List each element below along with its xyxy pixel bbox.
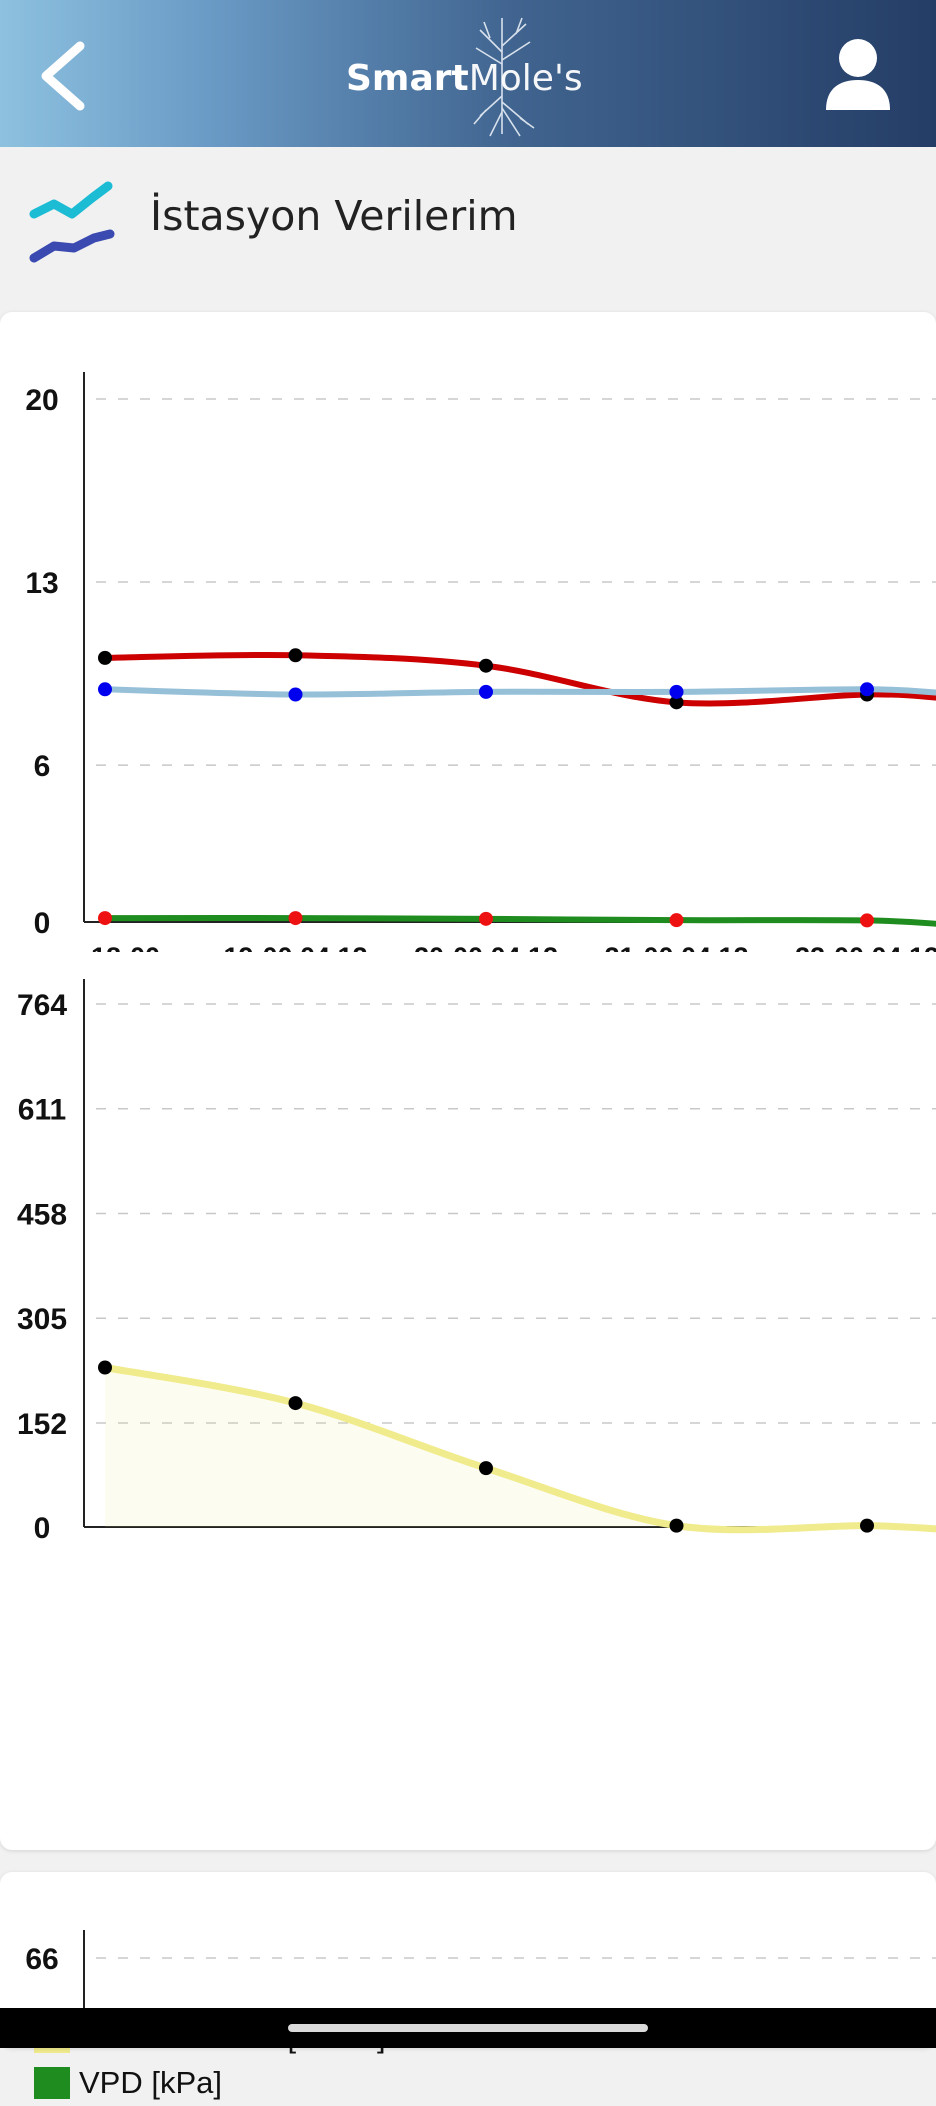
vpd-kpa-point[interactable] — [479, 911, 493, 926]
logo-text-light: Mole's — [468, 58, 583, 99]
air-temperature-high-precision-c-point[interactable] — [288, 648, 303, 663]
home-gesture-handle[interactable] — [288, 2024, 648, 2032]
solar-radiation-w-m2-point[interactable] — [479, 1461, 493, 1476]
vpd-kpa-point[interactable] — [860, 913, 874, 928]
dew-point-c-point[interactable] — [669, 684, 684, 699]
chart1-xtick-label: 21:00 04.12 — [604, 942, 748, 952]
chart3-ytick-label: 66 — [25, 1943, 58, 1976]
solar-radiation-w-m2-point[interactable] — [860, 1518, 874, 1533]
chart2-xtick-label: 18:00 — [91, 1547, 160, 1552]
logo-text: SmartMole's — [346, 58, 583, 99]
chevron-left-icon[interactable] — [30, 36, 100, 116]
dew-point-c-point[interactable] — [860, 682, 874, 697]
chart1-ytick-label: 13 — [25, 567, 58, 600]
air-temperature-high-precision-c-point[interactable] — [669, 695, 684, 710]
chart1-ytick-label: 0 — [34, 907, 51, 940]
chart2-ytick-label: 305 — [17, 1303, 67, 1336]
chart2-ytick-label: 611 — [18, 1094, 66, 1127]
chart2-xtick-label: 20:00 04.12 — [414, 1547, 558, 1552]
chart-card: 0 6 13 20 18:00 19:00 04.12 20:00 04.12 21:00 0… — [0, 312, 936, 2100]
chart2-ytick-label: 0 — [34, 1512, 51, 1545]
logo-text-bold: Smart — [346, 58, 469, 99]
user-icon[interactable] — [822, 36, 894, 116]
temperature-chart[interactable]: 0 6 13 20 18:00 19:00 04.12 20:00 04.12 21:00 0… — [0, 312, 936, 952]
legend-label: VPD [kPa] — [79, 2065, 222, 2100]
dew-point-c-point[interactable] — [479, 684, 493, 699]
system-navigation-bar — [0, 2008, 936, 2048]
chart2-ytick-label: 152 — [17, 1408, 67, 1441]
vpd-kpa-point[interactable] — [288, 911, 303, 926]
chart2-xtick-label: 21:00 04.12 — [604, 1547, 748, 1552]
root-tree-icon — [473, 17, 535, 137]
chart2-xtick-label: 19:00 04.12 — [223, 1547, 367, 1552]
chart2-ytick-label: 764 — [17, 989, 67, 1022]
solar-radiation-chart[interactable]: 0 152 305 458 611 764 18:00 19:00 04.12 20:00 04… — [0, 312, 936, 1552]
chart1-ytick-label: 20 — [25, 384, 58, 417]
dew-point-c-point[interactable] — [98, 682, 112, 697]
vpd-kpa-point[interactable] — [98, 911, 112, 926]
solar-radiation-w-m2-point[interactable] — [669, 1518, 684, 1533]
chart1-xtick-label: 18:00 — [91, 942, 160, 952]
legend-swatch — [34, 2067, 70, 2099]
app-header: SmartMole's — [0, 0, 936, 147]
dew-point-c-point[interactable] — [288, 687, 303, 702]
chart1-xtick-label: 22:00 04.12 — [795, 942, 936, 952]
solar-radiation-w-m2-line — [101, 1364, 936, 1534]
chart1-xtick-label: 19:00 04.12 — [223, 942, 367, 952]
legend-item[interactable]: VPD [kPa] — [34, 2060, 562, 2106]
air-temperature-high-precision-c-point[interactable] — [479, 658, 493, 673]
line-chart-icon — [29, 181, 115, 263]
solar-radiation-w-m2-point[interactable] — [98, 1360, 112, 1375]
app-logo: SmartMole's — [330, 12, 620, 140]
vpd-kpa-point[interactable] — [669, 913, 684, 928]
chart2-xtick-label: 22:00 04.12 — [795, 1547, 936, 1552]
solar-radiation-w-m2-point[interactable] — [288, 1396, 303, 1411]
chart1-ytick-label: 6 — [34, 750, 51, 783]
chart2-ytick-label: 458 — [17, 1198, 67, 1231]
chart1-xtick-label: 20:00 04.12 — [414, 942, 558, 952]
air-temperature-high-precision-c-point[interactable] — [98, 650, 112, 665]
page-title: İstasyon Verilerim — [150, 192, 518, 240]
